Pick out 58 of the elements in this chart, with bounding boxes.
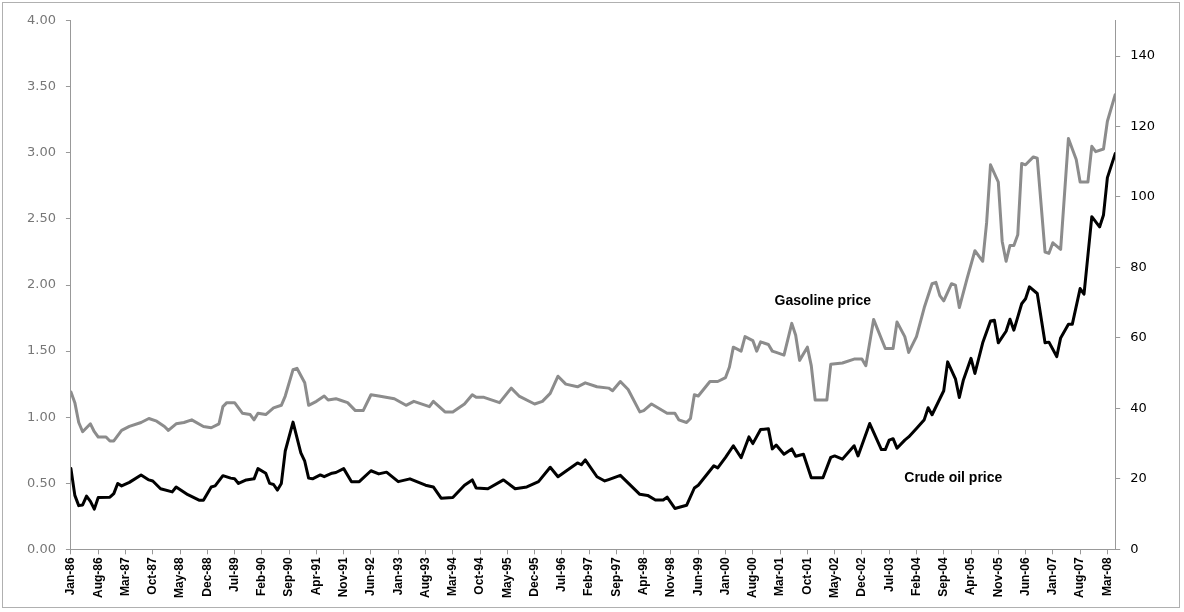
y-tick-label: 4.00 <box>26 12 56 28</box>
y-tick-label: 0.00 <box>26 540 56 556</box>
y-tick-label: 2.00 <box>26 276 56 292</box>
x-tick-label: Mar-94 <box>445 556 460 596</box>
x-tick-label: Mar-01 <box>772 556 787 596</box>
x-tick-label: Dec-95 <box>526 556 541 597</box>
x-tick-label: Feb-90 <box>254 557 269 596</box>
series-label: Crude oil price <box>904 468 1003 485</box>
y2-tick-label: 20 <box>1130 470 1147 486</box>
y-tick-label: 2.50 <box>26 210 56 226</box>
x-tick-label: Sep-04 <box>936 556 951 597</box>
x-tick-label: Apr-91 <box>308 556 323 596</box>
x-tick-label: Apr-98 <box>636 556 651 596</box>
x-tick-label: Jan-00 <box>717 557 732 596</box>
x-tick-label: Aug-86 <box>90 556 105 598</box>
x-tick-label: Oct-87 <box>145 557 160 595</box>
y2-tick-label: 80 <box>1130 258 1147 274</box>
y2-tick-label: 0 <box>1130 540 1139 556</box>
x-tick-label: Jun-99 <box>690 557 705 596</box>
x-tick-label: Jan-86 <box>63 557 78 596</box>
x-tick-label: Jul-96 <box>554 556 569 592</box>
x-tick-label: Jul-89 <box>226 556 241 592</box>
y-tick-label: 3.50 <box>26 78 56 94</box>
x-tick-label: Dec-02 <box>854 556 869 597</box>
x-tick-label: Mar-08 <box>1099 556 1114 596</box>
x-tick-label: Nov-98 <box>663 556 678 598</box>
x-tick-label: Aug-00 <box>745 556 760 598</box>
x-tick-label: Oct-94 <box>472 557 487 595</box>
x-tick-label: Nov-91 <box>336 556 351 598</box>
x-tick-label: Sep-90 <box>281 556 296 597</box>
x-tick-label: Jun-06 <box>1017 557 1032 596</box>
x-tick-label: Oct-01 <box>799 557 814 595</box>
y2-tick-label: 100 <box>1130 188 1156 204</box>
y2-tick-label: 40 <box>1130 399 1147 415</box>
x-tick-label: Jan-07 <box>1045 557 1060 596</box>
x-tick-label: Dec-88 <box>199 556 214 597</box>
x-tick-label: Mar-87 <box>117 556 132 596</box>
x-tick-label: Aug-93 <box>417 556 432 598</box>
y2-tick-label: 60 <box>1130 329 1147 345</box>
y-tick-label: 1.00 <box>26 408 56 424</box>
y-tick-label: 1.50 <box>26 342 56 358</box>
x-tick-label: Feb-97 <box>581 557 596 596</box>
x-tick-label: May-02 <box>826 556 841 598</box>
y-tick-label: 3.00 <box>26 144 56 160</box>
x-tick-label: Jan-93 <box>390 557 405 596</box>
y2-tick-label: 140 <box>1130 47 1156 63</box>
x-tick-label: Aug-07 <box>1072 556 1087 598</box>
x-tick-label: Sep-97 <box>608 556 623 597</box>
x-tick-label: Nov-05 <box>990 556 1005 598</box>
series-label: Gasoline price <box>774 291 872 308</box>
x-tick-label: Apr-05 <box>963 556 978 596</box>
y-tick-label: 0.50 <box>26 474 56 490</box>
x-tick-label: Feb-04 <box>908 557 923 596</box>
y2-tick-label: 120 <box>1130 117 1156 133</box>
x-tick-label: May-95 <box>499 556 514 598</box>
x-tick-label: Jun-92 <box>363 557 378 596</box>
x-tick-label: May-88 <box>172 556 187 598</box>
x-tick-label: Jul-03 <box>881 556 896 592</box>
